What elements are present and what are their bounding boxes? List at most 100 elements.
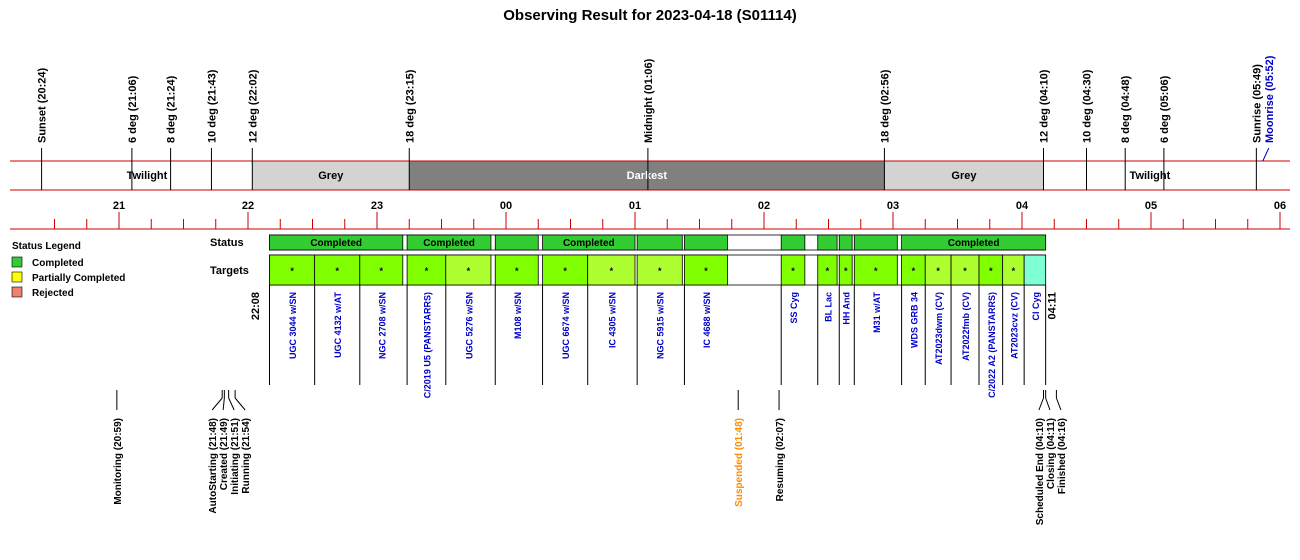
target-name: CI Cyg [1031, 292, 1041, 321]
system-event-leader [1055, 397, 1062, 411]
status-block-4 [636, 234, 683, 251]
sky-event-label: 8 deg (21:24) [166, 75, 178, 143]
sky-event-label: 10 deg (04:30) [1082, 69, 1094, 143]
status-block-2 [494, 234, 539, 251]
target-mark: * [380, 266, 384, 276]
system-event-label: AutoStarting (21:48) [208, 418, 219, 514]
target-block-9 [684, 254, 728, 286]
sky-event-label: 12 deg (04:10) [1039, 69, 1051, 143]
target-name: C/2022 A2 (PANSTARRS) [987, 292, 997, 398]
status-block-9 [853, 234, 898, 251]
system-event-label: Finished (04:16) [1057, 418, 1068, 494]
sky-event-label: Sunrise (05:49) [1251, 64, 1263, 143]
target-block-16 [950, 254, 980, 286]
status-block-1 [406, 234, 492, 251]
hour-tick-label: 23 [371, 200, 383, 212]
system-event-leader [211, 397, 223, 411]
sky-event-label: 12 deg (22:02) [247, 69, 259, 143]
system-event-label: Initiating (21:51) [230, 418, 241, 495]
target-mark: * [425, 266, 429, 276]
target-mark: * [963, 266, 967, 276]
target-mark: * [335, 266, 339, 276]
system-event-leader [1045, 397, 1051, 411]
target-block-4 [445, 254, 492, 286]
time-label: 04:11 [1047, 292, 1059, 320]
hour-tick-label: 22 [242, 200, 254, 212]
time-labels: 22:08 04:11 [250, 292, 1058, 320]
legend-swatch-1 [11, 271, 23, 283]
target-name: UGC 5276 w/SN [464, 292, 474, 359]
sky-event-label: 18 deg (02:56) [879, 69, 891, 143]
target-block-6 [542, 254, 589, 286]
target-name: UGC 3044 w/SN [288, 292, 298, 359]
target-name: C/2019 U5 (PANSTARRS) [422, 292, 432, 398]
sky-band-label: Grey [951, 170, 977, 182]
legend-swatch-0 [11, 256, 23, 268]
hour-tick-label: 03 [887, 200, 899, 212]
sky-bands: Twilight Grey Darkest Grey Twilight [10, 160, 1290, 191]
target-name: AT2022fmb (CV) [961, 292, 971, 361]
target-mark: * [874, 266, 878, 276]
system-event-leader [222, 397, 225, 411]
chart-title: Observing Result for 2023-04-18 (S01114) [503, 7, 796, 24]
target-block-5 [494, 254, 539, 286]
sky-band-label: Twilight [1130, 170, 1171, 182]
system-event-label: Closing (04:11) [1046, 418, 1057, 489]
target-block-8 [636, 254, 683, 286]
sky-band-label: Darkest [627, 170, 668, 182]
target-block-1 [314, 254, 361, 286]
target-mark: * [610, 266, 614, 276]
target-block-12 [838, 254, 853, 286]
target-name: M31 w/AT [872, 292, 882, 333]
status-block-5 [684, 234, 728, 251]
target-mark: * [826, 266, 830, 276]
target-name: AT2023dwm (CV) [934, 292, 944, 365]
sky-event-label: 6 deg (05:06) [1159, 75, 1171, 143]
system-event-leader [1038, 397, 1044, 411]
system-event-label: Scheduled End (04:10) [1035, 418, 1046, 525]
status-row: Completed Completed Completed Completed [269, 234, 1047, 251]
hour-tick-label: 00 [500, 200, 512, 212]
sky-band-0 [41, 161, 253, 190]
moonrise-leader [1262, 147, 1270, 162]
status-block-label: Completed [948, 238, 1000, 249]
sky-event-label: Moonrise (05:52) [1264, 55, 1276, 143]
status-row-label: Status [210, 237, 244, 249]
target-block-7 [587, 254, 636, 286]
target-block-11 [817, 254, 838, 286]
sky-band-label: Grey [318, 170, 344, 182]
target-name: M108 w/SN [513, 292, 523, 339]
system-event-leader [234, 397, 246, 411]
sky-event-label: 8 deg (04:48) [1120, 75, 1132, 143]
sky-event-label: Sunset (20:24) [37, 67, 49, 143]
hour-axis: 21 22 23 00 01 02 03 04 05 06 [10, 200, 1290, 230]
status-block-3 [542, 234, 636, 251]
target-mark: * [658, 266, 662, 276]
system-event-label: Resuming (02:07) [775, 418, 786, 501]
target-name: WDS GRB 34 [909, 292, 919, 348]
legend-title: Status Legend [12, 241, 81, 252]
hour-tick-label: 01 [629, 200, 641, 212]
target-mark: * [791, 266, 795, 276]
target-mark: * [936, 266, 940, 276]
system-event-label: Created (21:49) [219, 418, 230, 490]
target-mark: * [844, 266, 848, 276]
status-block-label: Completed [310, 238, 362, 249]
sky-event-label: 10 deg (21:43) [206, 69, 218, 143]
legend-entry-label: Partially Completed [32, 273, 125, 284]
system-event-leader [228, 397, 235, 411]
hour-tick-label: 21 [113, 200, 125, 212]
hour-tick-label: 05 [1145, 200, 1157, 212]
sky-band-4 [1043, 161, 1257, 190]
sky-band-label: Twilight [127, 170, 168, 182]
target-name: NGC 5915 w/SN [656, 292, 666, 359]
legend-entry-label: Rejected [32, 288, 74, 299]
hour-tick-label: 02 [758, 200, 770, 212]
status-block-0 [269, 234, 404, 251]
sky-band-1 [252, 161, 410, 190]
target-name: IC 4305 w/SN [607, 292, 617, 348]
target-mark: * [290, 266, 294, 276]
system-event-label: Monitoring (20:59) [113, 418, 124, 505]
target-block-0 [269, 254, 316, 286]
